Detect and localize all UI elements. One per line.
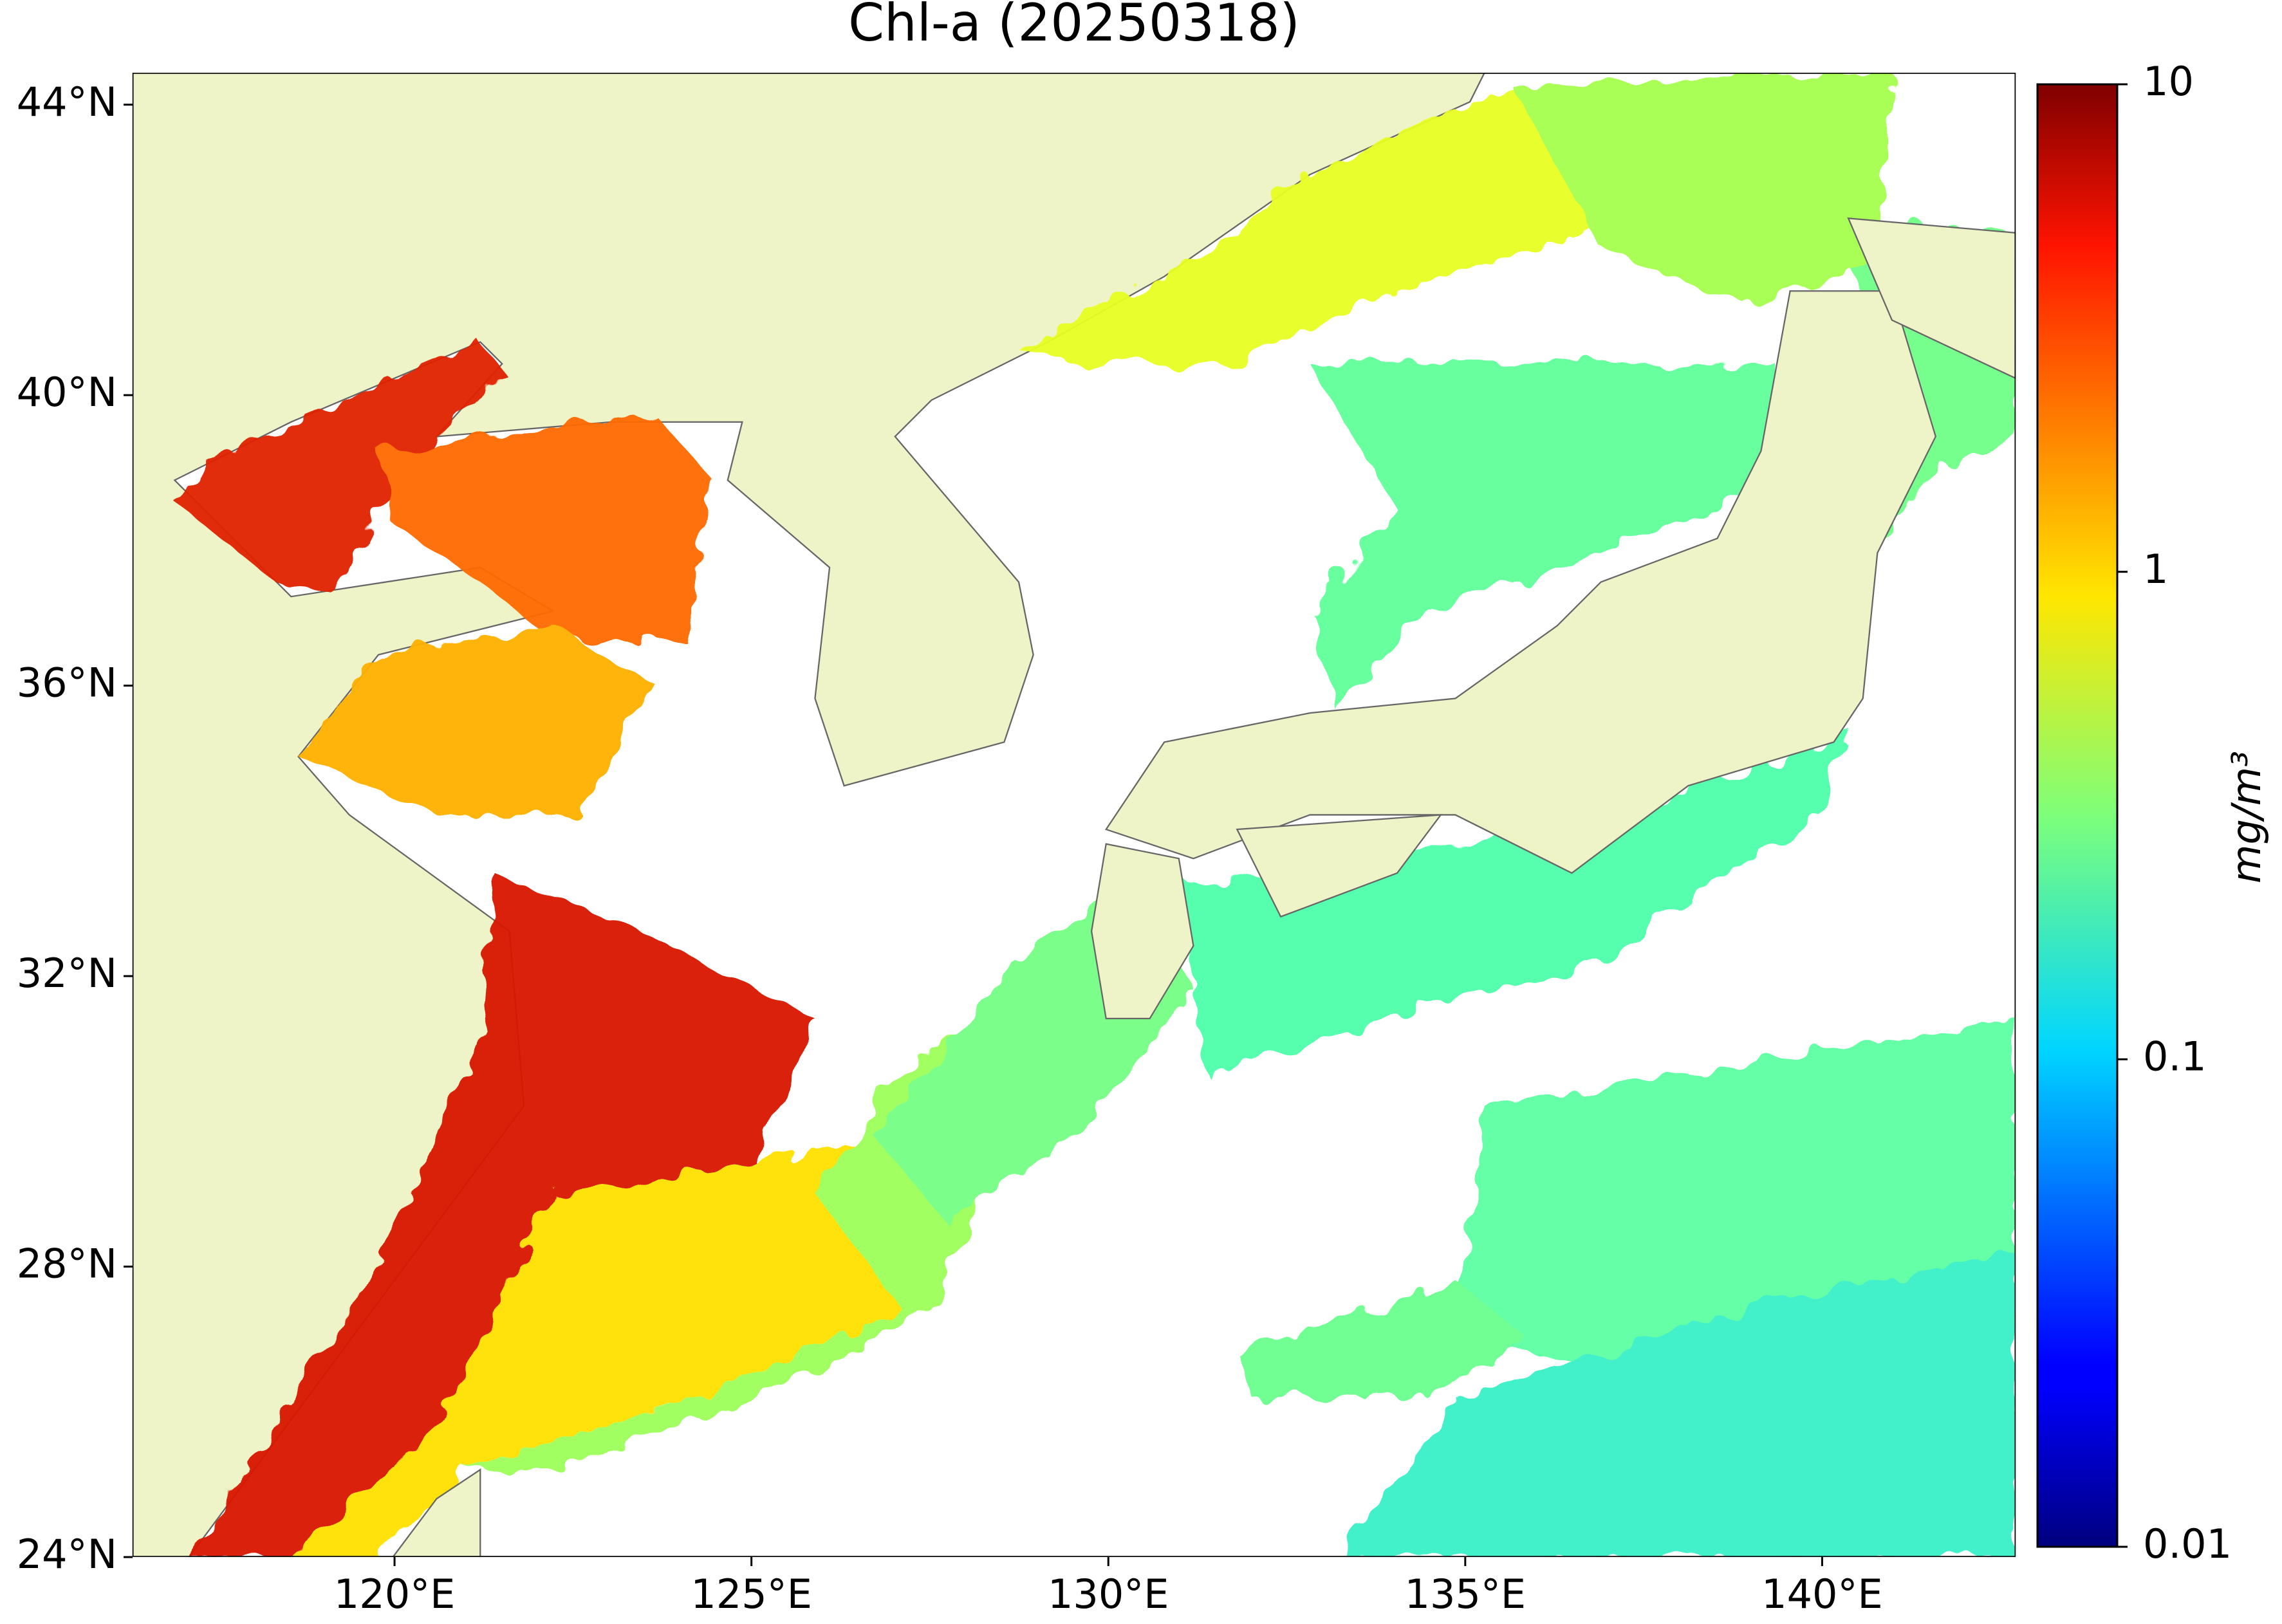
- x-tick-label: 140°E: [1761, 1571, 1883, 1618]
- colorbar-tick-label: 10: [2143, 58, 2194, 105]
- colorbar: [2036, 83, 2119, 1548]
- y-tick-label: 44°N: [17, 78, 117, 125]
- y-tick-label: 24°N: [17, 1531, 117, 1578]
- colorbar-label: mg/m³: [2223, 751, 2270, 883]
- map: [132, 73, 2016, 1557]
- y-tick-label: 36°N: [17, 660, 117, 706]
- x-tick-label: 125°E: [691, 1571, 812, 1618]
- x-tick-label: 135°E: [1405, 1571, 1526, 1618]
- colorbar-tick-label: 0.1: [2143, 1033, 2207, 1080]
- x-tick-label: 130°E: [1048, 1571, 1169, 1618]
- y-tick-label: 28°N: [17, 1241, 117, 1287]
- y-tick-label: 32°N: [17, 950, 117, 997]
- y-tick-label: 40°N: [17, 369, 117, 416]
- chart-title: Chl-a (20250318): [848, 0, 1300, 53]
- colorbar-tick-label: 0.01: [2143, 1520, 2232, 1567]
- colorbar-tick-label: 1: [2143, 546, 2168, 593]
- x-tick-label: 120°E: [334, 1571, 456, 1618]
